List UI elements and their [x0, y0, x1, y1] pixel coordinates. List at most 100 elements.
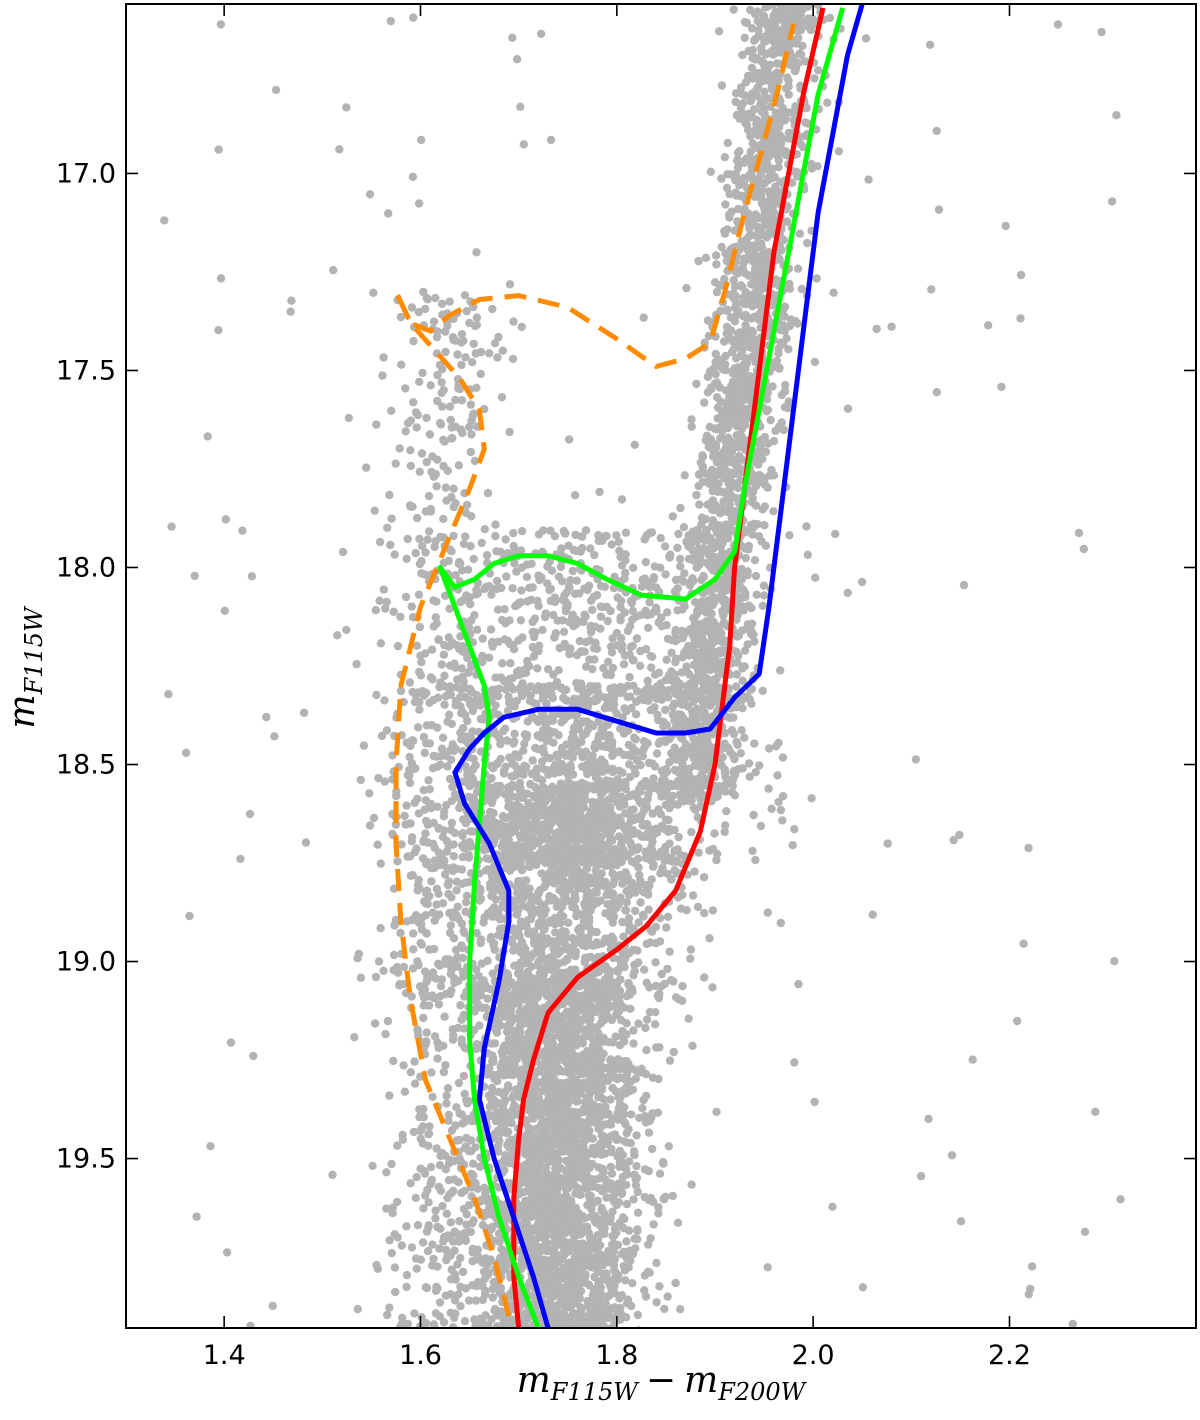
star-point	[576, 1143, 586, 1152]
star-point	[509, 1062, 518, 1071]
star-point	[457, 1330, 465, 1338]
star-point	[654, 1203, 663, 1212]
star-point	[556, 910, 565, 919]
star-point	[536, 826, 545, 836]
star-point	[536, 987, 546, 996]
star-point	[425, 945, 434, 954]
star-point	[708, 983, 717, 992]
star-point	[639, 694, 648, 703]
star-point	[448, 1323, 458, 1328]
star-point	[609, 1193, 618, 1203]
star-point	[501, 1087, 510, 1096]
star-point	[654, 1209, 663, 1218]
star-point	[751, 855, 760, 865]
star-point	[635, 812, 645, 822]
star-point	[369, 813, 379, 823]
star-point	[583, 1243, 592, 1253]
star-point	[594, 776, 604, 785]
star-point	[606, 606, 615, 616]
star-point	[511, 931, 521, 940]
star-point	[433, 959, 443, 968]
star-point	[622, 707, 631, 716]
star-point	[589, 941, 598, 950]
star-point	[661, 570, 670, 579]
star-point	[555, 851, 564, 861]
star-point	[374, 957, 384, 966]
star-point	[534, 1224, 543, 1234]
star-point	[621, 528, 631, 537]
star-point	[565, 1161, 574, 1170]
star-point	[645, 983, 654, 992]
star-point	[598, 1324, 607, 1328]
star-point	[468, 704, 478, 713]
star-point	[483, 994, 492, 1003]
star-point	[476, 938, 485, 948]
star-point	[599, 1106, 609, 1115]
star-point	[626, 806, 635, 815]
star-point	[412, 844, 421, 853]
star-point	[534, 978, 543, 988]
star-point	[550, 1109, 559, 1118]
star-point	[598, 1135, 608, 1144]
star-point	[616, 897, 625, 906]
star-point	[552, 902, 561, 911]
star-point	[622, 1180, 631, 1190]
star-point	[598, 1251, 607, 1260]
star-point	[586, 1191, 595, 1200]
star-point	[608, 751, 617, 760]
star-point	[737, 726, 746, 735]
star-point	[664, 815, 673, 825]
star-point	[571, 1331, 579, 1339]
star-point	[486, 774, 495, 784]
star-point	[489, 794, 498, 803]
star-point	[595, 1113, 604, 1122]
star-point	[491, 1116, 501, 1126]
star-point	[516, 793, 526, 802]
star-point	[606, 1120, 616, 1129]
star-point	[371, 972, 381, 982]
star-point	[585, 1251, 594, 1261]
star-point	[556, 1327, 560, 1328]
star-point	[581, 902, 590, 912]
star-point	[539, 1048, 548, 1057]
star-point	[575, 1108, 585, 1117]
star-point	[599, 1049, 608, 1059]
star-point	[562, 1291, 571, 1300]
star-point	[545, 1267, 554, 1276]
star-point	[574, 1217, 583, 1227]
star-point	[479, 976, 488, 985]
star-point	[544, 1219, 553, 1228]
star-point	[666, 826, 675, 835]
star-point	[626, 923, 635, 932]
star-point	[668, 1191, 678, 1201]
star-point	[543, 978, 552, 987]
star-point	[607, 1169, 617, 1178]
star-point	[627, 1064, 637, 1073]
star-point	[487, 1057, 497, 1066]
star-point	[629, 1195, 638, 1204]
star-point	[532, 808, 541, 818]
star-point	[443, 1084, 453, 1093]
star-point	[520, 1316, 529, 1325]
star-point	[606, 1095, 615, 1104]
star-point	[545, 1283, 554, 1293]
star-point	[687, 827, 696, 837]
star-point	[627, 1110, 636, 1119]
star-point	[655, 1043, 664, 1052]
star-point	[528, 1176, 538, 1185]
star-point	[625, 792, 634, 801]
star-point	[581, 787, 590, 796]
star-point	[592, 1256, 601, 1265]
star-point	[376, 924, 385, 933]
star-point	[550, 1088, 559, 1097]
star-point	[592, 927, 601, 937]
star-point	[532, 1101, 541, 1110]
star-point	[531, 1077, 541, 1086]
star-point	[600, 758, 609, 767]
star-point	[573, 1097, 582, 1106]
star-point	[502, 736, 512, 745]
star-point	[492, 1027, 501, 1036]
star-point	[627, 857, 636, 866]
star-point	[625, 825, 635, 834]
star-point	[548, 1049, 557, 1059]
